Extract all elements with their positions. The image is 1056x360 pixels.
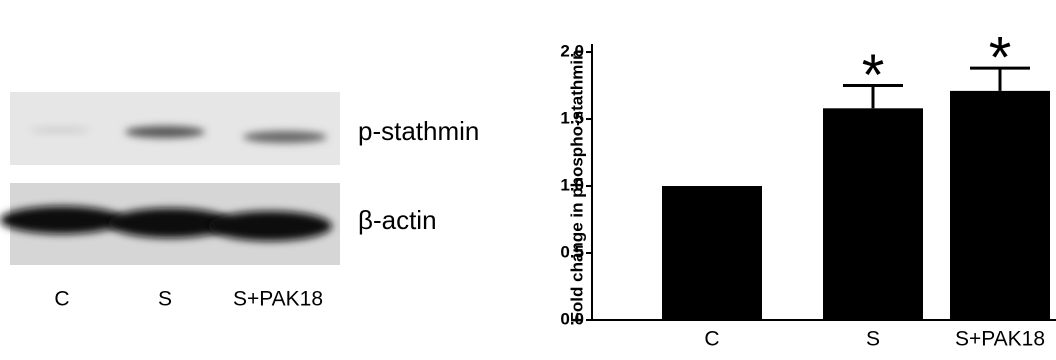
significance-marker: *	[862, 43, 885, 108]
blot-band	[208, 211, 332, 241]
bar	[823, 108, 923, 320]
y-tick-label: 2.0	[560, 42, 584, 61]
blot-band	[243, 131, 327, 143]
x-tick-label: C	[704, 328, 719, 351]
band-label: p-stathmin	[358, 116, 479, 146]
bar	[950, 91, 1050, 320]
lane-label: C	[54, 288, 69, 311]
y-tick-label: 0.0	[560, 309, 584, 328]
blot-band	[30, 127, 90, 133]
y-tick-label: 1.5	[560, 109, 584, 128]
blot-band	[0, 206, 124, 234]
y-tick-label: 0.5	[560, 242, 584, 261]
bar	[662, 186, 762, 320]
western-blot: p-stathmin β-actin C S S+PAK18	[0, 92, 479, 311]
y-tick-label: 1.0	[560, 176, 584, 195]
band-label: β-actin	[358, 205, 437, 235]
x-tick-label: S	[866, 328, 880, 351]
significance-marker: *	[989, 25, 1012, 90]
figure: p-stathmin β-actin C S S+PAK18 Fold chan…	[0, 0, 1056, 360]
blot-band	[125, 126, 205, 138]
lane-label: S+PAK18	[233, 288, 323, 311]
lane-label: S	[158, 288, 172, 311]
x-tick-label: S+PAK18	[955, 328, 1045, 351]
